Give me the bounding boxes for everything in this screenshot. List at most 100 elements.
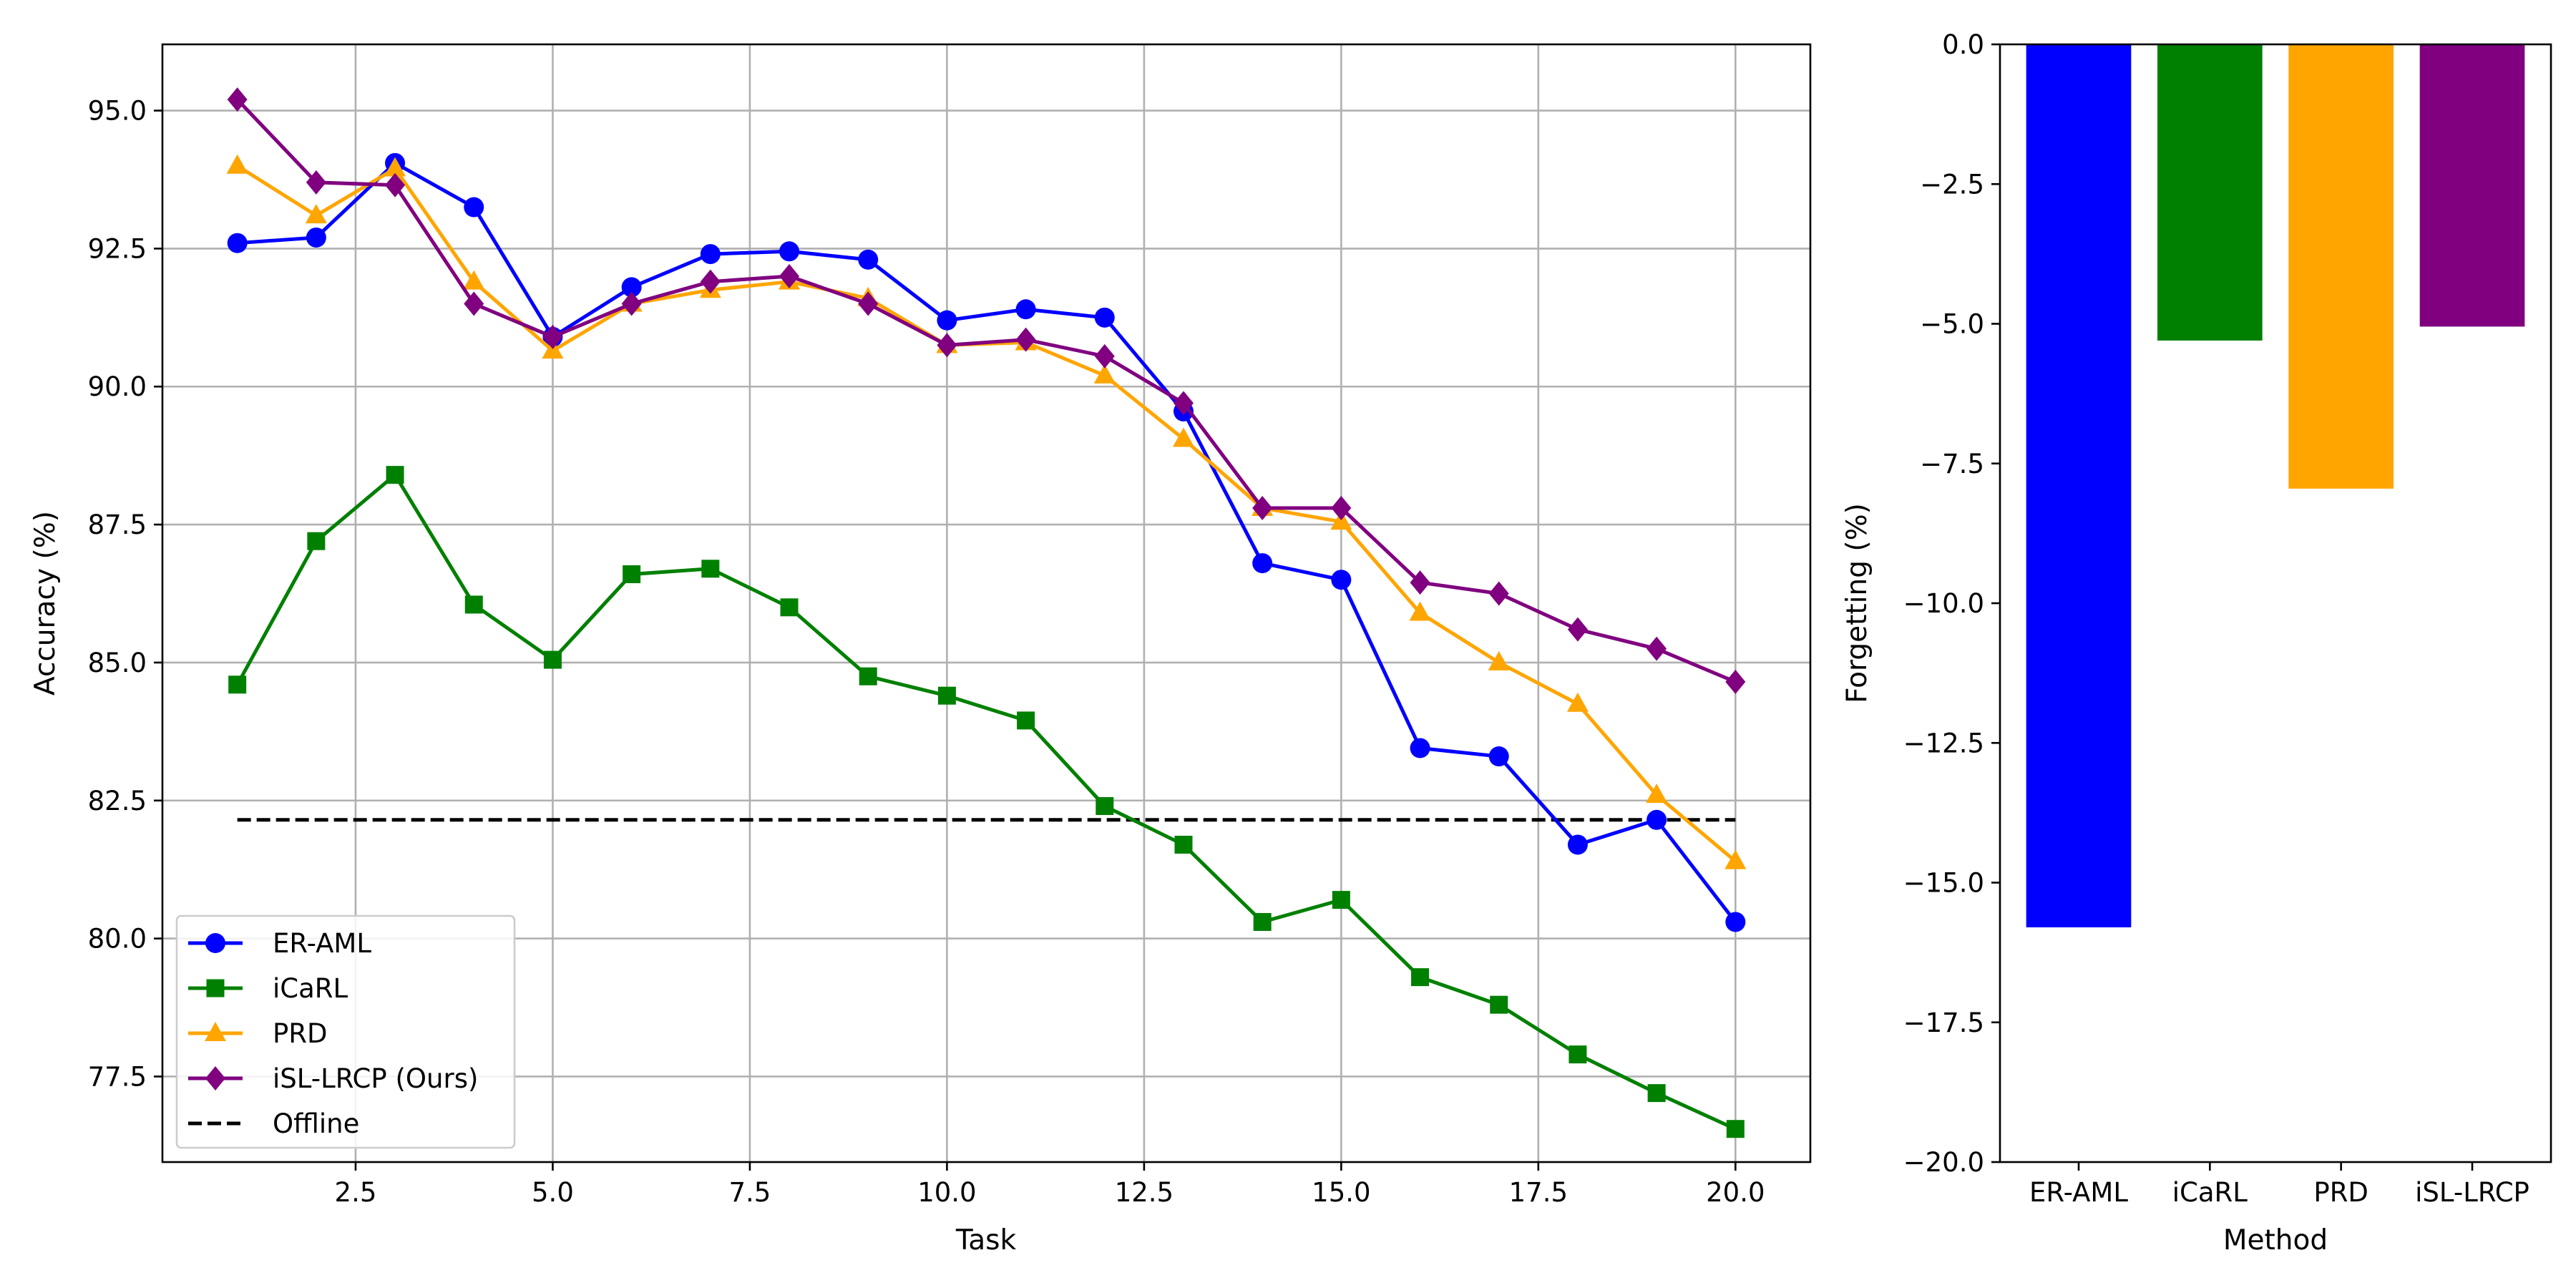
accuracy-y-tick-label-0: 77.5 [88, 1061, 147, 1092]
point-isl-lrcp-ours-14 [1252, 495, 1273, 520]
accuracy-series [226, 87, 1747, 1138]
point-isl-lrcp-ours-1 [227, 87, 248, 112]
point-isl-lrcp-ours-7 [700, 269, 721, 294]
forgetting-y-tick-label-5: −12.5 [1903, 728, 1984, 758]
accuracy-y-tick-label-1: 80.0 [88, 924, 147, 955]
point-isl-lrcp-ours-20 [1725, 669, 1746, 694]
point-er-aml-18 [1567, 834, 1588, 855]
point-isl-lrcp-ours-8 [779, 263, 800, 288]
point-er-aml-12 [1094, 307, 1115, 328]
accuracy-x-tick-label-7: 20.0 [1706, 1177, 1765, 1208]
legend-marker-prd [205, 1022, 226, 1041]
accuracy-y-axis-label: Accuracy (%) [29, 511, 62, 696]
point-prd-2 [305, 204, 327, 224]
point-isl-lrcp-ours-19 [1646, 636, 1667, 661]
accuracy-plot-frame [161, 43, 1812, 1163]
point-icarl-18 [1568, 1045, 1587, 1064]
point-icarl-5 [543, 650, 562, 669]
bar-isl-lrcp [2419, 44, 2525, 327]
point-icarl-7 [701, 560, 720, 578]
series-line-isl-lrcp-ours [235, 98, 1737, 684]
accuracy-x-tick-label-4: 12.5 [1115, 1177, 1174, 1208]
series-line-er-aml [237, 161, 1737, 923]
point-isl-lrcp-ours-11 [1015, 327, 1036, 352]
legend-marker-isl-lrcp-ours [205, 1066, 225, 1091]
point-icarl-20 [1726, 1120, 1745, 1138]
accuracy-y-tick-label-4: 87.5 [88, 509, 147, 540]
point-icarl-12 [1096, 796, 1114, 815]
accuracy-x-tick-label-6: 17.5 [1509, 1177, 1568, 1208]
accuracy-line-chart: 2.5 5.0 7.5 10.0 12.5 15.0 17.5 20.0 77.5 80.0 82.… [29, 43, 1812, 1257]
accuracy-x-tick-label-0: 2.5 [335, 1177, 377, 1208]
bar-er-aml [2026, 44, 2132, 927]
point-isl-lrcp-ours-13 [1173, 391, 1194, 416]
point-prd-3 [384, 157, 406, 177]
legend-label-icarl: iCaRL [273, 973, 348, 1004]
forgetting-x-tick-label-icarl: iCaRL [2172, 1177, 2248, 1208]
accuracy-y-tick-label-6: 92.5 [88, 233, 147, 264]
forgetting-y-axis-label: Forgetting (%) [1841, 503, 1873, 703]
point-prd-17 [1488, 650, 1510, 670]
point-er-aml-9 [858, 249, 879, 270]
point-er-aml-19 [1646, 809, 1667, 830]
point-icarl-14 [1253, 912, 1272, 931]
legend-box [175, 914, 516, 1149]
point-er-aml-15 [1331, 570, 1352, 590]
point-prd-13 [1172, 427, 1194, 447]
point-icarl-2 [307, 532, 326, 550]
legend-entry-offline: Offline [188, 1108, 359, 1139]
point-prd-19 [1646, 784, 1668, 804]
legend-label-er-aml: ER-AML [273, 928, 371, 959]
forgetting-x-axis-label: Method [2223, 1224, 2328, 1257]
point-er-aml-11 [1015, 299, 1036, 320]
point-er-aml-20 [1725, 912, 1746, 932]
series-isl-lrcp-ours [227, 87, 1746, 694]
point-er-aml-7 [700, 244, 721, 265]
forgetting-x-tick-label-er-aml: ER-AML [2029, 1177, 2128, 1208]
bar-icarl [2157, 44, 2263, 341]
forgetting-bars [2026, 44, 2525, 927]
point-prd-20 [1724, 849, 1747, 869]
point-icarl-17 [1490, 995, 1508, 1014]
forgetting-ticks: ER-AML iCaRL PRD iSL-LRCP 0.0 −2.5 −5.0 −7.5 −10… [1903, 29, 2529, 1208]
point-er-aml-4 [464, 197, 484, 218]
accuracy-y-tick-label-3: 85.0 [88, 648, 147, 678]
legend-entry-icarl: iCaRL [188, 973, 348, 1004]
series-line-icarl [235, 473, 1737, 1131]
point-icarl-1 [228, 675, 247, 694]
point-isl-lrcp-ours-10 [937, 333, 957, 358]
point-isl-lrcp-ours-5 [542, 324, 563, 349]
forgetting-y-tick-label-4: −10.0 [1903, 588, 1984, 619]
forgetting-y-tick-label-8: −20.0 [1903, 1147, 1984, 1178]
point-icarl-11 [1017, 711, 1035, 730]
point-icarl-8 [780, 598, 799, 617]
series-icarl [228, 466, 1745, 1138]
forgetting-x-tick-label-prd: PRD [2313, 1177, 2368, 1208]
accuracy-grid [162, 44, 1810, 1162]
forgetting-y-tick-label-6: −15.0 [1903, 868, 1984, 899]
point-prd-1 [226, 154, 248, 174]
point-isl-lrcp-ours-12 [1094, 343, 1115, 369]
point-prd-18 [1566, 692, 1589, 712]
point-icarl-3 [386, 466, 404, 484]
point-er-aml-8 [779, 241, 800, 262]
point-er-aml-16 [1410, 738, 1430, 758]
accuracy-x-tick-label-2: 7.5 [729, 1177, 771, 1208]
point-prd-4 [463, 270, 485, 290]
point-isl-lrcp-ours-17 [1488, 581, 1509, 606]
legend-label-offline: Offline [273, 1108, 359, 1139]
point-icarl-6 [623, 565, 641, 584]
accuracy-y-tick-label-5: 90.0 [88, 371, 147, 402]
forgetting-y-tick-label-0: 0.0 [1942, 29, 1984, 60]
point-icarl-13 [1174, 835, 1193, 854]
point-isl-lrcp-ours-4 [464, 291, 484, 316]
accuracy-ticks: 2.5 5.0 7.5 10.0 12.5 15.0 17.5 20.0 77.5 80.0 82.… [88, 96, 1765, 1208]
point-isl-lrcp-ours-6 [621, 291, 642, 316]
point-er-aml-14 [1252, 553, 1273, 574]
point-er-aml-17 [1488, 746, 1509, 767]
forgetting-y-tick-label-1: −2.5 [1920, 169, 1984, 200]
point-icarl-19 [1647, 1084, 1666, 1103]
point-isl-lrcp-ours-16 [1410, 570, 1430, 595]
point-icarl-4 [464, 595, 483, 614]
